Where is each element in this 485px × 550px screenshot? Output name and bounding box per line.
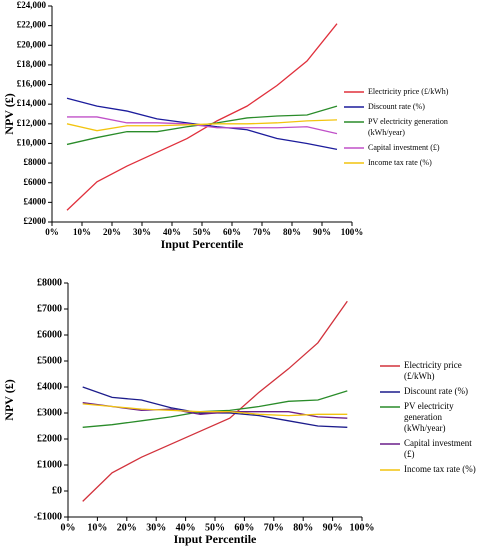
y-tick-label: £2000 bbox=[24, 216, 47, 226]
legend-label: Electricity price (£/kWh) bbox=[368, 87, 449, 96]
y-tick-label: £6000 bbox=[24, 177, 47, 187]
y-tick-label: £5000 bbox=[37, 355, 62, 366]
x-tick-label: 90% bbox=[323, 522, 343, 533]
x-tick-label: 30% bbox=[133, 227, 151, 237]
y-tick-label: £2000 bbox=[37, 433, 62, 444]
legend-label: PV electricity generation (kWh/year) bbox=[368, 117, 448, 137]
series-line bbox=[67, 116, 338, 135]
legend-label: Capital investment (£) bbox=[368, 143, 440, 152]
y-tick-label: £18,000 bbox=[17, 59, 47, 69]
y-tick-label: £0 bbox=[52, 485, 62, 496]
legend-label: Discount rate (%) bbox=[368, 102, 425, 111]
x-tick-label: 50% bbox=[205, 522, 225, 533]
x-tick-label: 0% bbox=[61, 522, 76, 533]
legend-label: Income tax rate (%) bbox=[368, 158, 432, 167]
x-tick-label: 60% bbox=[234, 522, 254, 533]
y-tick-label: -£1000 bbox=[34, 511, 62, 522]
x-tick-label: 30% bbox=[146, 522, 166, 533]
legend-label: Capital investment (£) bbox=[404, 438, 472, 459]
x-tick-label: 60% bbox=[223, 227, 241, 237]
legend-label: PV electricity generation (kWh/year) bbox=[404, 401, 454, 433]
y-tick-label: £3000 bbox=[37, 407, 62, 418]
series-line bbox=[66, 119, 338, 132]
y-tick-label: £1000 bbox=[37, 459, 62, 470]
y-tick-label: £4000 bbox=[24, 196, 47, 206]
x-tick-label: 80% bbox=[283, 227, 301, 237]
y-tick-label: £10,000 bbox=[17, 138, 47, 148]
series-line bbox=[66, 23, 338, 211]
x-tick-label: 40% bbox=[176, 522, 196, 533]
y-tick-label: £7000 bbox=[37, 303, 62, 314]
x-tick-label: 10% bbox=[73, 227, 91, 237]
x-tick-label: 100% bbox=[350, 522, 375, 533]
y-tick-label: £20,000 bbox=[17, 39, 47, 49]
y-tick-label: £22,000 bbox=[17, 20, 47, 30]
y-tick-label: £16,000 bbox=[17, 79, 47, 89]
x-tick-label: 20% bbox=[103, 227, 121, 237]
y-tick-label: £8000 bbox=[37, 277, 62, 288]
series-line bbox=[82, 300, 348, 502]
x-tick-label: 40% bbox=[163, 227, 181, 237]
y-tick-label: £14,000 bbox=[17, 98, 47, 108]
x-tick-label: 70% bbox=[264, 522, 284, 533]
y-tick-label: £12,000 bbox=[17, 118, 47, 128]
x-tick-label: 100% bbox=[341, 227, 364, 237]
x-axis-label: Input Percentile bbox=[174, 532, 257, 546]
series-line bbox=[82, 403, 348, 417]
legend-label: Electricity price (£/kWh) bbox=[404, 360, 462, 381]
legend-label: Discount rate (%) bbox=[404, 386, 468, 396]
y-tick-label: £4000 bbox=[37, 381, 62, 392]
y-tick-label: £24,000 bbox=[17, 0, 47, 10]
x-axis-label: Input Percentile bbox=[161, 237, 244, 251]
x-tick-label: 70% bbox=[253, 227, 271, 237]
y-tick-label: £8000 bbox=[24, 157, 47, 167]
y-tick-label: £6000 bbox=[37, 329, 62, 340]
x-tick-label: 50% bbox=[193, 227, 211, 237]
legend-label: Income tax rate (%) bbox=[404, 464, 476, 474]
x-tick-label: 90% bbox=[313, 227, 331, 237]
x-tick-label: 10% bbox=[87, 522, 107, 533]
y-axis-label: NPV (£) bbox=[2, 379, 16, 420]
y-axis-label: NPV (£) bbox=[2, 93, 16, 134]
x-tick-label: 0% bbox=[45, 227, 59, 237]
x-tick-label: 80% bbox=[293, 522, 313, 533]
x-tick-label: 20% bbox=[117, 522, 137, 533]
series-line bbox=[82, 390, 348, 428]
